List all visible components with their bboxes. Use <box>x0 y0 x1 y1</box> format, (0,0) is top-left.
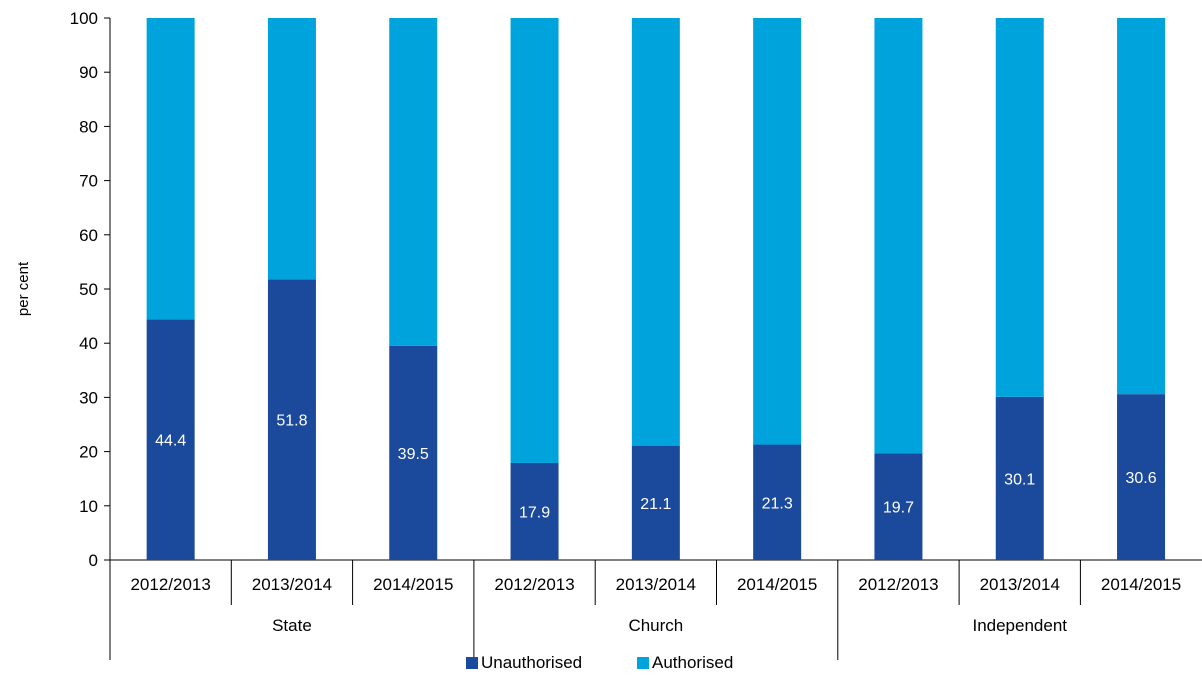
bar-unauthorised <box>631 445 680 560</box>
bar-authorised <box>631 18 680 446</box>
y-tick-label: 50 <box>79 280 98 299</box>
bar-authorised <box>1117 18 1166 395</box>
y-tick-label: 60 <box>79 226 98 245</box>
legend-label: Authorised <box>652 653 733 672</box>
data-label: 44.4 <box>155 433 186 450</box>
y-tick-label: 80 <box>79 117 98 136</box>
x-category-label: 2012/2013 <box>494 575 574 594</box>
legend-swatch <box>466 657 478 669</box>
y-tick-label: 20 <box>79 443 98 462</box>
bar-unauthorised <box>753 444 802 560</box>
bar-authorised <box>146 18 195 320</box>
bar-unauthorised <box>995 396 1044 560</box>
data-label: 21.3 <box>762 495 793 512</box>
data-label: 51.8 <box>276 413 307 430</box>
data-label: 30.6 <box>1125 470 1156 487</box>
data-label: 17.9 <box>519 504 550 521</box>
data-label: 21.1 <box>640 496 671 513</box>
bar-authorised <box>874 18 923 454</box>
bar-authorised <box>753 18 802 445</box>
x-category-label: 2012/2013 <box>858 575 938 594</box>
data-label: 30.1 <box>1004 471 1035 488</box>
bar-authorised <box>389 18 438 346</box>
y-tick-label: 100 <box>70 9 98 28</box>
x-category-label: 2013/2014 <box>980 575 1060 594</box>
data-label: 39.5 <box>398 446 429 463</box>
x-category-label: 2013/2014 <box>252 575 332 594</box>
bar-unauthorised <box>146 319 195 560</box>
x-category-label: 2014/2015 <box>737 575 817 594</box>
x-category-label: 2014/2015 <box>373 575 453 594</box>
x-category-label: 2013/2014 <box>616 575 696 594</box>
bar-authorised <box>995 18 1044 397</box>
bar-authorised <box>510 18 559 463</box>
y-tick-label: 0 <box>89 551 98 570</box>
legend-label: Unauthorised <box>481 653 582 672</box>
bar-unauthorised <box>267 279 316 560</box>
x-category-label: 2014/2015 <box>1101 575 1181 594</box>
y-axis-label: per cent <box>15 261 32 316</box>
y-tick-label: 70 <box>79 172 98 191</box>
legend-swatch <box>637 657 649 669</box>
bar-authorised <box>267 18 316 280</box>
bar-unauthorised <box>1117 394 1166 560</box>
x-group-label: Independent <box>972 616 1067 635</box>
x-group-label: State <box>272 616 312 635</box>
data-label: 19.7 <box>883 500 914 517</box>
x-group-label: Church <box>628 616 683 635</box>
y-tick-label: 10 <box>79 497 98 516</box>
bar-unauthorised <box>510 462 559 560</box>
y-tick-label: 90 <box>79 63 98 82</box>
y-tick-label: 40 <box>79 334 98 353</box>
bar-unauthorised <box>874 453 923 560</box>
x-category-label: 2012/2013 <box>130 575 210 594</box>
y-tick-label: 30 <box>79 388 98 407</box>
bar-unauthorised <box>389 345 438 560</box>
